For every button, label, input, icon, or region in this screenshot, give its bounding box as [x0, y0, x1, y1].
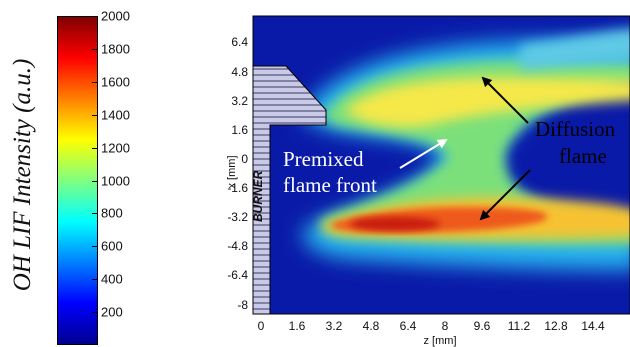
y-tick-label: -3.2 [227, 210, 248, 224]
y-axis-label: x [mm] [226, 156, 238, 189]
x-tick-label: 0 [258, 319, 265, 333]
colorbar-tick-label: 1600 [101, 74, 130, 90]
y-ticks: 6.4 4.8 3.2 1.6 0 -1.6 -3.2 -4.8 -6.4 -8 [227, 35, 248, 312]
colorbar-tick-mark [92, 246, 98, 248]
colorbar-tick-mark [92, 279, 98, 281]
x-axis-label: z [mm] [424, 335, 457, 347]
colorbar-tick-label: 800 [101, 205, 123, 221]
x-tick-label: 1.6 [289, 319, 306, 333]
premixed-arrow [399, 138, 448, 169]
colorbar-tick-mark [92, 16, 98, 17]
colorbar-tick-mark [92, 312, 98, 314]
flame-hotspot-core [350, 217, 440, 231]
plot-frame [252, 15, 630, 315]
x-tick-label: 11.2 [508, 319, 531, 333]
premixed-label-line2: flame front [283, 173, 377, 197]
x-tick-label: 3.2 [326, 319, 343, 333]
colorbar-tick-label: 1400 [101, 107, 130, 123]
y-tick-label: 0 [241, 152, 248, 166]
y-tick-label: -1.6 [227, 181, 248, 195]
x-tick-label: 8 [442, 319, 449, 333]
diffusion-arrow-upper [481, 76, 529, 124]
colorbar-tick-mark [92, 81, 98, 83]
flame-tail-upper [520, 28, 630, 70]
colorbar-tick-label: 1000 [101, 173, 130, 188]
colorbar-tick-label: 600 [101, 238, 123, 254]
colorbar [57, 16, 98, 345]
colorbar-tick-mark [92, 180, 98, 182]
x-ticks: 0 1.6 3.2 4.8 6.4 8 9.6 11.2 12.8 14.4 [258, 319, 605, 333]
colorbar-tick-label: 1200 [101, 140, 130, 156]
x-tick-label: 9.6 [474, 319, 491, 333]
y-tick-label: -8 [237, 298, 248, 312]
y-tick-label: 3.2 [231, 94, 248, 108]
y-tick-label: -4.8 [227, 239, 248, 253]
y-tick-label: 1.6 [231, 123, 248, 137]
x-tick-label: 4.8 [363, 319, 380, 333]
diffusion-label-line1: Diffusion [535, 117, 616, 141]
colorbar-tick-label: 200 [101, 304, 123, 320]
flame-core-upper [345, 77, 630, 127]
colorbar-tick-label: 1800 [101, 41, 130, 57]
y-tick-label: 4.8 [231, 65, 248, 79]
colorbar-tick-mark [92, 114, 98, 116]
y-tick-label: 6.4 [231, 35, 248, 49]
colorbar-tick-mark [92, 48, 98, 50]
premixed-label-line1: Premixed [283, 147, 364, 171]
y-tick-label: -6.4 [227, 268, 248, 282]
x-tick-label: 12.8 [544, 319, 568, 333]
colorbar-tick-label: 2000 [101, 8, 130, 24]
colorbar-tick-mark [92, 213, 98, 215]
diffusion-arrow-lower [479, 169, 531, 221]
x-tick-label: 6.4 [400, 319, 417, 333]
x-tick-label: 14.4 [581, 319, 605, 333]
flame-intensity-image [300, 28, 630, 270]
colorbar-tick-label: 400 [101, 271, 123, 287]
burner-label: BURNER [251, 170, 265, 222]
diffusion-label-line2: flame [559, 144, 607, 168]
colorbar-tick-mark [92, 147, 98, 149]
